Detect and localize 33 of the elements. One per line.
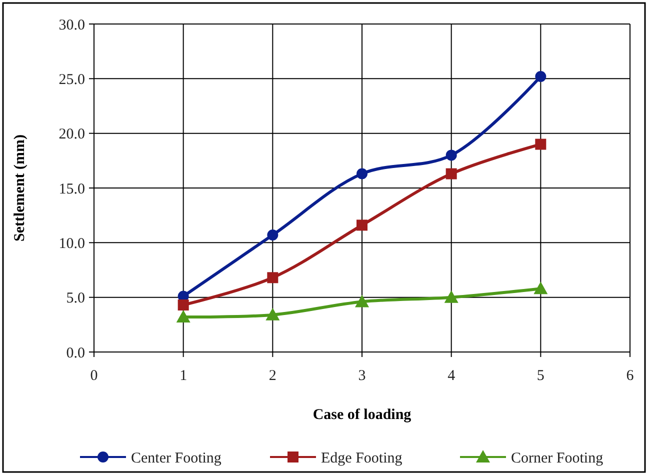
y-tick-label: 5.0 — [66, 290, 85, 307]
legend-label: Center Footing — [131, 450, 222, 466]
point — [176, 310, 190, 323]
point — [535, 138, 546, 150]
point — [266, 308, 280, 320]
y-tick-label: 0.0 — [66, 345, 85, 362]
point — [534, 282, 548, 294]
point — [535, 70, 546, 82]
x-axis-title: Case of loading — [312, 407, 412, 423]
y-tick-label: 20.0 — [58, 126, 85, 143]
legend-label: Corner Footing — [511, 450, 604, 466]
y-tick-label: 10.0 — [58, 236, 85, 252]
y-tick-label: 30.0 — [58, 17, 85, 34]
point — [355, 294, 369, 308]
y-tick-label: 15.0 — [58, 181, 85, 198]
point — [267, 272, 278, 284]
point — [446, 168, 457, 180]
x-tick-label: 6 — [626, 368, 634, 384]
x-tick-label: 3 — [358, 368, 366, 384]
legend-label: Edge Footing — [321, 450, 403, 466]
point — [267, 230, 278, 241]
x-tick-label: 2 — [268, 368, 276, 384]
x-tick-label: 4 — [448, 368, 456, 384]
y-axis-title: Settlement (mm) — [12, 134, 28, 242]
point — [178, 299, 189, 310]
point — [446, 150, 457, 161]
point — [356, 168, 368, 180]
x-tick-label: 1 — [180, 368, 188, 384]
x-tick-label: 0 — [90, 368, 98, 384]
point — [356, 220, 368, 231]
point — [444, 290, 458, 303]
y-tick-label: 25.0 — [58, 72, 85, 88]
x-tick-label: 5 — [536, 368, 544, 384]
